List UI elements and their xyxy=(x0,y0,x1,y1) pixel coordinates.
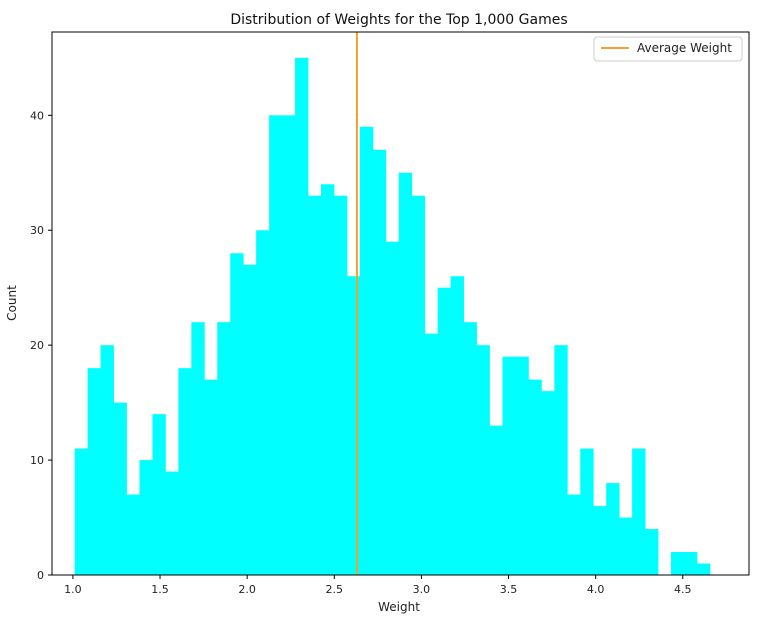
histogram-bar xyxy=(437,287,452,575)
histogram-bar xyxy=(541,391,555,575)
histogram-bar xyxy=(696,563,711,575)
x-axis-label: Weight xyxy=(378,600,420,614)
histogram-bar xyxy=(476,345,490,575)
histogram-bar xyxy=(230,253,244,575)
y-tick-label: 40 xyxy=(30,109,44,122)
histogram-bar xyxy=(320,184,335,575)
histogram-bar xyxy=(398,172,413,575)
histogram-bar xyxy=(152,414,166,575)
histogram-bar xyxy=(100,345,114,575)
histogram-bar xyxy=(178,368,192,575)
histogram-bar xyxy=(528,379,542,575)
histogram-bar xyxy=(333,195,348,575)
histogram-bar xyxy=(346,276,361,575)
histogram-bar xyxy=(191,322,205,575)
x-tick-label: 2.5 xyxy=(326,583,344,596)
y-axis-ticks: 0 10 20 30 40 xyxy=(30,109,52,582)
histogram-bar xyxy=(308,195,322,575)
histogram-bar xyxy=(683,552,698,575)
histogram-bar xyxy=(580,448,594,575)
x-tick-label: 4.5 xyxy=(674,583,692,596)
histogram-bar xyxy=(139,460,153,575)
histogram-bar xyxy=(217,322,231,575)
histogram-bar xyxy=(411,195,426,575)
histogram-bar xyxy=(463,322,477,575)
x-tick-label: 2.0 xyxy=(238,583,256,596)
y-tick-label: 0 xyxy=(37,569,44,582)
histogram-bar xyxy=(243,264,257,575)
y-axis-label: Count xyxy=(5,285,19,321)
histogram-bar xyxy=(74,448,89,575)
histogram-bar xyxy=(619,517,633,575)
histogram-bar xyxy=(204,379,218,575)
y-tick-label: 10 xyxy=(30,454,44,467)
x-tick-label: 1.5 xyxy=(151,583,169,596)
histogram-bar xyxy=(126,494,140,575)
y-tick-label: 20 xyxy=(30,339,44,352)
x-tick-label: 3.0 xyxy=(413,583,431,596)
histogram-bar xyxy=(385,241,400,576)
histogram-bar xyxy=(113,402,127,575)
histogram-bar xyxy=(554,345,568,575)
histogram-bar xyxy=(256,230,270,576)
histogram-bar xyxy=(606,483,620,575)
x-axis-ticks: 1.0 1.5 2.0 2.5 3.0 3.5 4.0 4.5 xyxy=(64,575,692,596)
legend-label: Average Weight xyxy=(637,41,732,55)
histogram-bar xyxy=(359,126,374,575)
histogram-bar xyxy=(645,529,659,575)
histogram-bar xyxy=(632,448,646,575)
histogram-bar xyxy=(502,356,516,575)
histogram-bar xyxy=(282,115,296,575)
histogram-bar xyxy=(295,57,309,576)
legend: Average Weight xyxy=(593,36,743,62)
histogram-bar xyxy=(269,115,283,575)
histogram-bars xyxy=(74,57,711,576)
histogram-bar xyxy=(424,333,439,575)
chart-title: Distribution of Weights for the Top 1,00… xyxy=(230,12,567,28)
legend-box xyxy=(593,36,743,62)
histogram-bar xyxy=(567,494,581,575)
histogram-bar xyxy=(515,356,529,575)
x-tick-label: 3.5 xyxy=(500,583,518,596)
histogram-bar xyxy=(87,368,101,575)
plot-frame xyxy=(51,31,750,576)
x-tick-label: 1.0 xyxy=(64,583,82,596)
histogram-bar xyxy=(450,276,464,575)
x-tick-label: 4.0 xyxy=(587,583,605,596)
histogram-bar xyxy=(165,471,179,575)
histogram-bar xyxy=(489,425,503,575)
histogram-bar xyxy=(372,149,387,576)
histogram-bar xyxy=(671,552,685,575)
histogram-bar xyxy=(593,506,607,575)
y-tick-label: 30 xyxy=(30,224,44,237)
